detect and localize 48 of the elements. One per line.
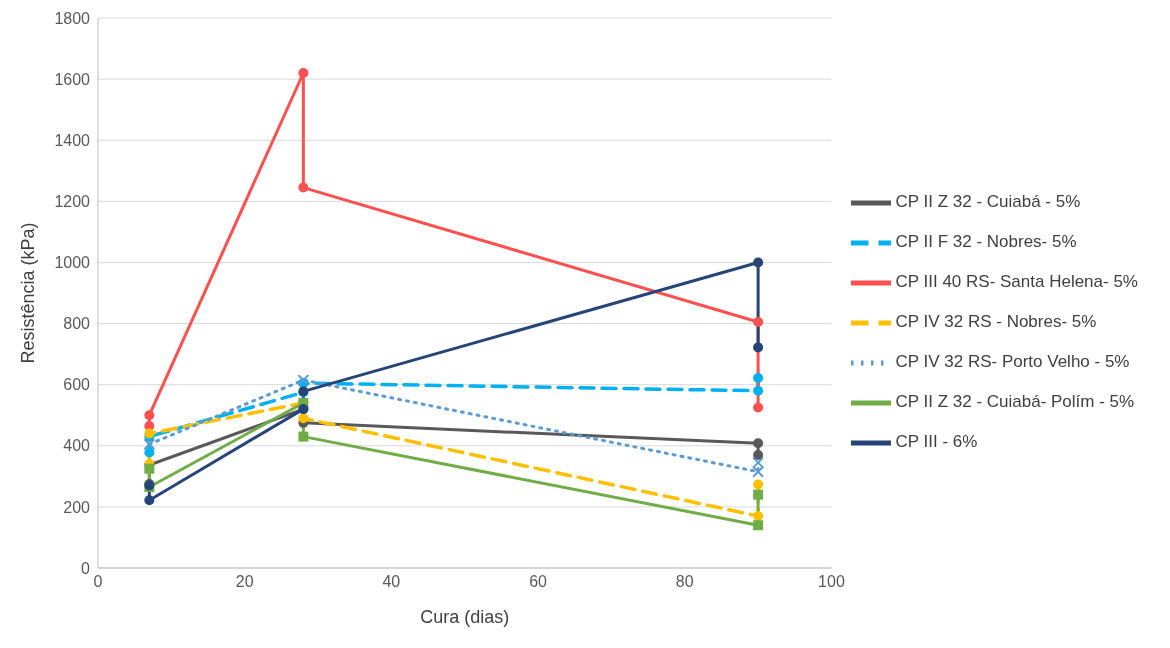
y-tick-label: 1200	[54, 193, 91, 211]
point	[753, 317, 764, 328]
legend-label: CP II Z 32 - Cuiabá- Polím - 5%	[895, 392, 1135, 412]
x-axis-title: Cura (dias)	[420, 607, 510, 627]
legend-label: CP II F 32 - Nobres- 5%	[895, 232, 1077, 252]
x-tick-label: 0	[93, 573, 103, 591]
point	[752, 456, 765, 469]
legend-label: CP IV 32 RS- Porto Velho - 5%	[895, 352, 1130, 372]
y-tick-label: 1400	[54, 131, 91, 149]
legend-label: CP II Z 32 - Cuiabá - 5%	[895, 192, 1081, 212]
y-tick-label: 0	[81, 559, 91, 577]
point	[144, 447, 155, 458]
point	[144, 410, 155, 421]
point	[753, 479, 764, 490]
point	[298, 431, 309, 442]
point	[297, 374, 310, 387]
point	[298, 68, 309, 78]
x-tick-label: 20	[235, 573, 254, 591]
point	[753, 489, 764, 500]
point	[298, 413, 309, 424]
x-tick-label: 40	[382, 573, 401, 591]
point	[298, 182, 309, 193]
x-tick-label: 80	[675, 573, 694, 591]
point	[753, 385, 764, 396]
y-tick-label: 800	[63, 315, 91, 333]
y-tick-label: 200	[63, 498, 91, 516]
point	[753, 520, 764, 531]
point	[753, 257, 764, 268]
y-tick-label: 400	[63, 437, 91, 455]
point	[753, 511, 764, 522]
x-tick-label: 100	[818, 573, 845, 591]
point	[752, 465, 765, 478]
y-tick-label: 1800	[54, 9, 91, 27]
point	[144, 495, 155, 506]
point	[143, 438, 156, 451]
point	[753, 372, 764, 383]
point	[753, 449, 764, 460]
legend-label: CP III - 6%	[895, 432, 978, 452]
point	[753, 438, 764, 449]
point	[753, 342, 764, 353]
y-tick-label: 1600	[54, 70, 91, 88]
y-tick-label: 1000	[54, 254, 91, 272]
x-tick-label: 60	[529, 573, 548, 591]
legend-label: CP IV 32 RS - Nobres- 5%	[895, 312, 1097, 332]
y-tick-label: 600	[63, 376, 91, 394]
y-axis-title: Resistência (kPa)	[18, 222, 39, 364]
point	[753, 402, 764, 413]
legend-label: CP III 40 RS- Santa Helena- 5%	[895, 272, 1138, 292]
